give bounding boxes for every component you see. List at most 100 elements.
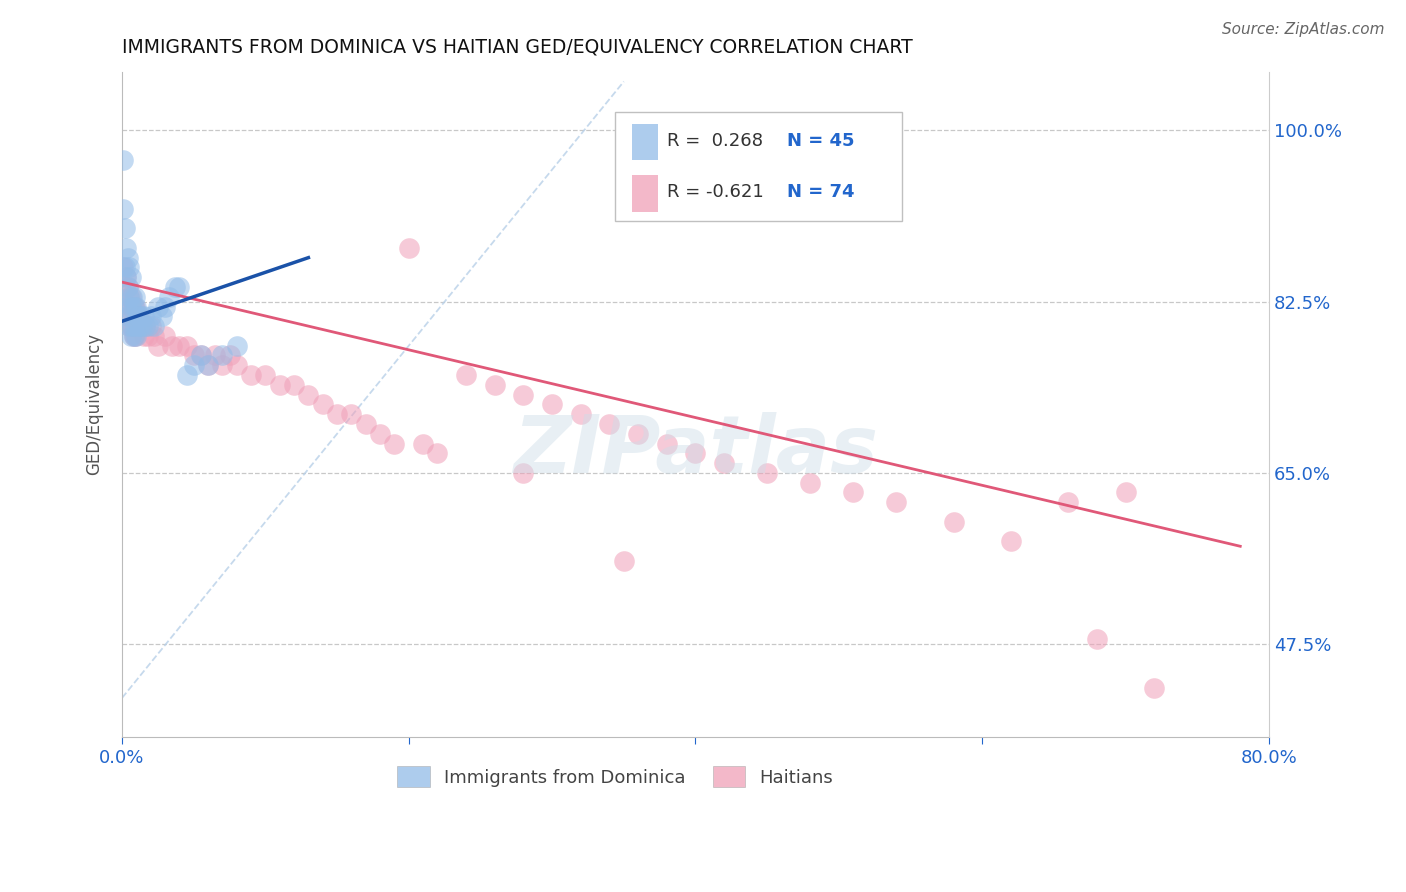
Point	[112, 260, 135, 275]
Point	[218, 349, 240, 363]
Point	[183, 358, 205, 372]
Point	[190, 349, 212, 363]
Point	[120, 290, 142, 304]
Text: R = -0.621: R = -0.621	[666, 183, 763, 201]
Point	[136, 319, 159, 334]
Point	[197, 358, 219, 372]
Point	[115, 300, 138, 314]
Point	[132, 329, 155, 343]
Point	[569, 407, 592, 421]
Text: ZIPatlas: ZIPatlas	[513, 412, 877, 490]
Point	[122, 329, 145, 343]
Point	[128, 319, 150, 334]
Point	[142, 319, 165, 334]
Point	[426, 446, 449, 460]
Point	[117, 310, 139, 324]
Point	[942, 515, 965, 529]
Point	[756, 466, 779, 480]
Point	[613, 554, 636, 568]
Point	[1000, 534, 1022, 549]
Point	[398, 241, 420, 255]
Point	[799, 475, 821, 490]
Text: N = 45: N = 45	[787, 131, 855, 150]
Point	[132, 310, 155, 324]
Point	[115, 241, 138, 255]
Point	[146, 300, 169, 314]
Point	[297, 387, 319, 401]
Point	[211, 358, 233, 372]
Point	[114, 221, 136, 235]
Point	[368, 426, 391, 441]
Point	[512, 466, 534, 480]
Point	[131, 319, 153, 334]
Point	[541, 397, 564, 411]
Text: N = 74: N = 74	[787, 183, 855, 201]
Y-axis label: GED/Equivalency: GED/Equivalency	[86, 334, 103, 475]
Point	[484, 377, 506, 392]
Point	[115, 300, 138, 314]
Point	[120, 319, 142, 334]
Text: Source: ZipAtlas.com: Source: ZipAtlas.com	[1222, 22, 1385, 37]
FancyBboxPatch shape	[616, 112, 901, 221]
Point	[884, 495, 907, 509]
Point	[114, 260, 136, 275]
Point	[165, 280, 187, 294]
Point	[128, 310, 150, 324]
Point	[1057, 495, 1080, 509]
Point	[124, 319, 146, 334]
Point	[160, 339, 183, 353]
Point	[153, 329, 176, 343]
Point	[312, 397, 335, 411]
Point	[121, 319, 143, 334]
Point	[114, 280, 136, 294]
Point	[122, 300, 145, 314]
Point	[120, 300, 142, 314]
Point	[283, 377, 305, 392]
Point	[120, 270, 142, 285]
Text: IMMIGRANTS FROM DOMINICA VS HAITIAN GED/EQUIVALENCY CORRELATION CHART: IMMIGRANTS FROM DOMINICA VS HAITIAN GED/…	[122, 37, 912, 56]
Point	[115, 270, 138, 285]
Point	[685, 446, 707, 460]
Point	[598, 417, 620, 431]
Point	[117, 251, 139, 265]
Point	[117, 280, 139, 294]
Point	[169, 339, 191, 353]
Point	[112, 202, 135, 216]
Point	[139, 310, 162, 324]
Point	[240, 368, 263, 382]
Point	[136, 329, 159, 343]
Point	[127, 310, 149, 324]
Point	[121, 319, 143, 334]
Point	[211, 349, 233, 363]
Bar	[633, 124, 658, 161]
Point	[225, 358, 247, 372]
Point	[122, 300, 145, 314]
Point	[713, 456, 735, 470]
Point	[197, 358, 219, 372]
Point	[204, 349, 226, 363]
Text: R =  0.268: R = 0.268	[666, 131, 763, 150]
Point	[118, 319, 141, 334]
Point	[118, 260, 141, 275]
Bar	[633, 176, 658, 212]
Point	[134, 319, 156, 334]
Point	[121, 300, 143, 314]
Point	[150, 310, 173, 324]
Point	[118, 290, 141, 304]
Point	[121, 290, 143, 304]
Point	[122, 329, 145, 343]
Point	[627, 426, 650, 441]
Point	[190, 349, 212, 363]
Point	[124, 300, 146, 314]
Point	[842, 485, 865, 500]
Point	[354, 417, 377, 431]
Point	[115, 270, 138, 285]
Point	[139, 319, 162, 334]
Point	[176, 368, 198, 382]
Point	[512, 387, 534, 401]
Point	[183, 349, 205, 363]
Point	[169, 280, 191, 294]
Legend: Immigrants from Dominica, Haitians: Immigrants from Dominica, Haitians	[389, 759, 841, 795]
Point	[176, 339, 198, 353]
Point	[142, 329, 165, 343]
